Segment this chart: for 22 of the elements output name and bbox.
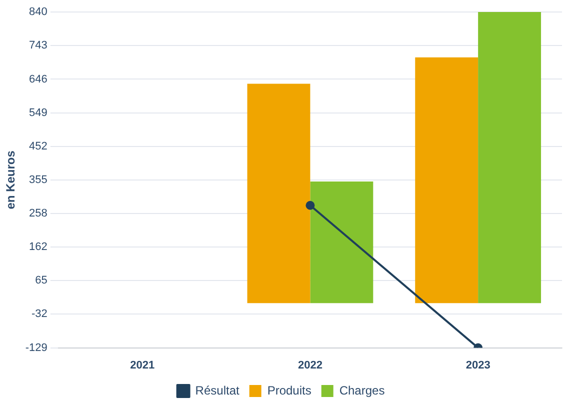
bar xyxy=(310,181,374,304)
y-tick-label: -32 xyxy=(32,308,48,320)
y-tick-label: 258 xyxy=(29,208,48,220)
y-tick-label: 840 xyxy=(29,6,48,18)
bar xyxy=(478,12,542,304)
legend-label: Produits xyxy=(267,383,312,398)
bar xyxy=(415,57,478,304)
y-axis-title: en Keuros xyxy=(4,150,18,210)
y-tick-label: 452 xyxy=(29,140,48,152)
x-tick-label: 2021 xyxy=(130,359,155,372)
legend-label: Résultat xyxy=(195,383,240,398)
x-tick-label: 2023 xyxy=(466,359,490,372)
y-tick-label: -129 xyxy=(25,342,48,354)
x-tick-label: 2022 xyxy=(298,359,322,372)
y-tick-label: 162 xyxy=(29,240,48,253)
y-tick-label: 646 xyxy=(29,73,48,86)
legend-label: Charges xyxy=(339,383,385,398)
y-tick-label: 65 xyxy=(35,274,48,287)
y-tick-label: 549 xyxy=(29,106,48,119)
y-tick-label: 355 xyxy=(29,174,48,186)
bar xyxy=(247,84,310,304)
y-tick-label: 743 xyxy=(29,40,48,52)
